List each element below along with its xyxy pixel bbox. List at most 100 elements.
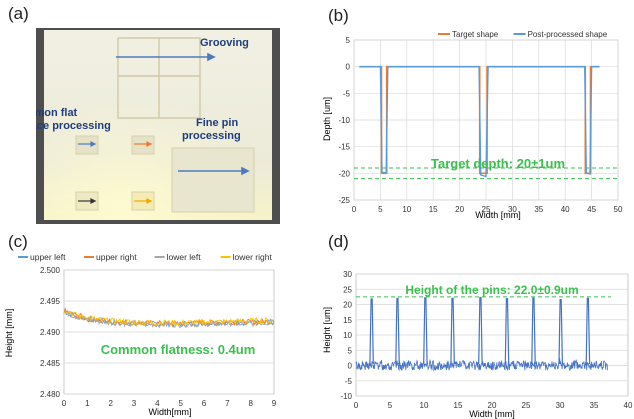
panel-label-b: (b): [328, 6, 349, 25]
chart-b-xtick-label: 25: [482, 205, 491, 214]
chart-b-xticks: 0 5 10 15 20 25 30 35 40 45 50: [352, 205, 623, 214]
chart-c-xlabel: Width[mm]: [148, 407, 191, 417]
chart-c-ytick-label: 2.500: [40, 266, 61, 275]
chart-d-ytick-label: 20: [343, 301, 352, 310]
chart-d-xtick-label: 5: [388, 401, 393, 410]
chart-pins: 30 25 20 15 10 5 0 -5 -10 0 5 10 15 20 25 30 35 40 Width…: [322, 270, 633, 419]
chart-b-xtick-label: 40: [561, 205, 570, 214]
panel-label-a: (a): [8, 4, 29, 23]
chart-b-legend-label: Post-processed shape: [528, 30, 608, 39]
chart-c-grid: [63, 269, 275, 395]
chart-d-xtick-label: 15: [454, 401, 463, 410]
chart-b-legend: Target shape Post-processed shape: [438, 30, 608, 39]
chart-d-ytick-label: 5: [348, 346, 353, 355]
chart-c-yticks: 2.500 2.495 2.490 2.485 2.480: [40, 266, 61, 399]
chart-b-series: [359, 65, 600, 178]
chart-d-ytick-label: 30: [343, 270, 352, 279]
chart-c-ytick-label: 2.495: [40, 297, 61, 306]
chart-b-refs: [354, 167, 618, 180]
chart-flatness: upper left upper right lower left lower rig…: [4, 252, 277, 417]
chart-b-xtick-label: 15: [429, 205, 438, 214]
chart-d-xtick-label: 0: [354, 401, 359, 410]
chart-d-pin-spike: [369, 298, 374, 365]
flat-pad-upper-right: [131, 135, 155, 155]
grooving-area: [117, 37, 201, 119]
chart-b-xtick-label: 35: [534, 205, 543, 214]
chart-d-ytick-label: 25: [343, 285, 352, 294]
chart-b-ytick-label: -25: [338, 196, 350, 205]
arrow-fine-pin: [178, 166, 250, 176]
chart-b-xlabel: Width [mm]: [475, 210, 521, 220]
chart-d-xtick-label: 20: [488, 401, 497, 410]
chart-d-grid: [355, 273, 629, 397]
chart-b-xtick-label: 0: [352, 205, 357, 214]
chart-b-xtick-label: 30: [508, 205, 517, 214]
chart-d-xtick-label: 25: [522, 401, 531, 410]
chart-b-yticks: 5 0 -5 -10 -15 -20 -25: [338, 36, 350, 205]
chart-d-pin-spike: [558, 298, 563, 365]
chart-c-legend-label: upper right: [96, 252, 137, 262]
chart-d-xtick-label: 30: [556, 401, 565, 410]
fine-pin-pad: [171, 147, 255, 213]
chart-d-ytick-label: -5: [345, 377, 353, 386]
chart-d-yticks: 30 25 20 15 10 5 0 -5 -10: [340, 270, 352, 401]
flat-pad-upper-left: [75, 135, 99, 155]
chart-c-xtick-label: 8: [248, 399, 253, 408]
panel-label-c: (c): [8, 232, 28, 251]
chart-d-xtick-label: 40: [624, 401, 633, 410]
label-grooving: Grooving: [200, 37, 249, 49]
chart-b-series-line: [359, 66, 600, 178]
chart-d-pin-spike: [450, 297, 455, 365]
chart-b-ytick-label: -15: [338, 143, 350, 152]
arrow-grooving: [116, 52, 216, 62]
label-fine-pin-1: Fine pin: [196, 117, 238, 129]
chart-d-pin-spike: [531, 297, 536, 365]
label-common-flat-2: surface processing: [36, 120, 111, 132]
chart-b-xtick-label: 20: [455, 205, 464, 214]
chart-b-xtick-label: 45: [587, 205, 596, 214]
chart-d-xtick-label: 35: [590, 401, 599, 410]
chart-d-pin-spike: [504, 298, 510, 365]
chart-c-xtick-label: 7: [225, 399, 230, 408]
chart-d-ytick-label: -10: [340, 392, 352, 401]
chart-b-ytick-label: -10: [338, 116, 350, 125]
chart-d-xtick-label: 10: [420, 401, 429, 410]
chart-c-xtick-label: 5: [178, 399, 183, 408]
chart-b-legend-label: Target shape: [452, 30, 499, 39]
arrow-lower-right: [134, 198, 153, 204]
chart-d-pin-spike: [585, 297, 591, 365]
arrow-upper-right: [134, 141, 153, 147]
label-fine-pin-2: processing: [182, 130, 241, 142]
chart-c-annotation: Common flatness: 0.4um: [101, 342, 256, 357]
chart-b-ytick-label: -20: [338, 169, 350, 178]
chart-d-xlabel: Width [mm]: [469, 409, 515, 419]
chart-c-xtick-label: 6: [202, 399, 207, 408]
chart-c-xtick-label: 4: [155, 399, 160, 408]
chart-b-xtick-label: 10: [402, 205, 411, 214]
chart-b-xtick-label: 5: [378, 205, 383, 214]
chart-c-xtick-label: 2: [108, 399, 113, 408]
chart-d-ylabel: Height [um]: [322, 307, 332, 353]
chart-c-ytick-label: 2.490: [40, 328, 61, 337]
chart-c-ylabel: Height [mm]: [4, 309, 14, 358]
chart-c-series-line: [63, 309, 275, 329]
chart-c-legend-label: lower right: [233, 252, 273, 262]
chart-c-legend-label: upper left: [30, 252, 66, 262]
chart-d-pin-spike: [423, 297, 428, 365]
chart-b-ytick-label: -5: [343, 89, 351, 98]
chart-b-ylabel: Depth [um]: [322, 97, 332, 141]
arrow-upper-left: [78, 141, 97, 147]
chart-d-ytick-label: 10: [343, 331, 352, 340]
chart-c-xticks: 0 1 2 3 4 5 6 7 8 9: [62, 399, 277, 408]
chart-depth: 50-5-10-15-20-25 0 5 10 15 20 25 30 35 40 45 50 Wi…: [322, 30, 623, 220]
chart-c-xtick-label: 1: [85, 399, 90, 408]
chart-b-annotation: Target depth: 20±1um: [431, 156, 565, 171]
chart-c-xtick-label: 0: [62, 399, 67, 408]
workpiece-photo: Grooving Common flat surface processing …: [36, 28, 280, 224]
chart-c-xtick-label: 3: [132, 399, 137, 408]
arrow-lower-left: [78, 198, 97, 204]
chart-c-series: [63, 307, 275, 329]
panel-label-d: (d): [328, 232, 349, 251]
chart-d-xticks: 0 5 10 15 20 25 30 35 40: [354, 401, 633, 410]
chart-d-ytick-label: 0: [348, 362, 353, 371]
